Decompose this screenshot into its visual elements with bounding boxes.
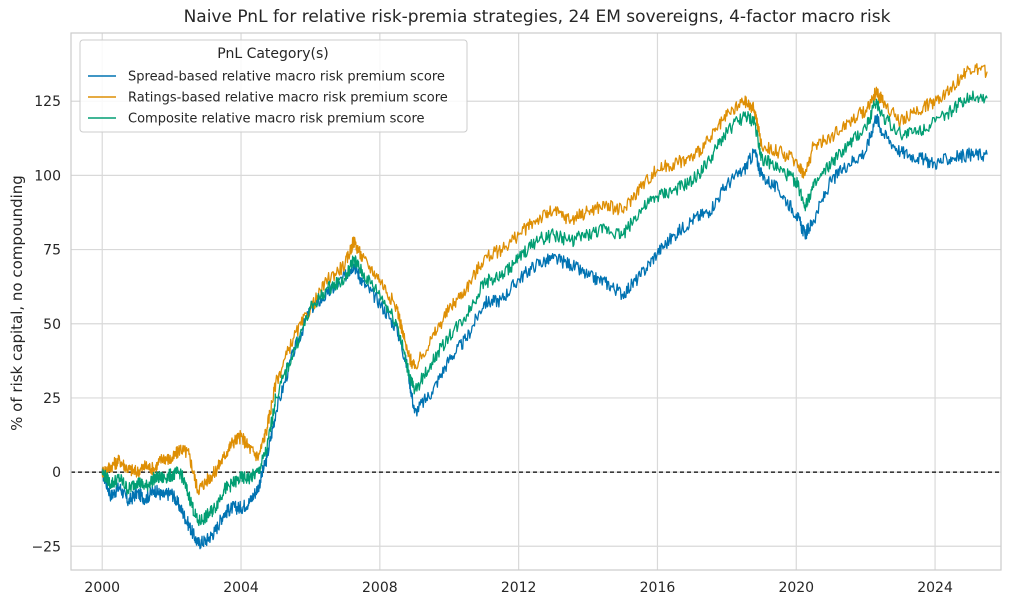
y-tick-label: 0 xyxy=(52,465,61,481)
chart-title: Naive PnL for relative risk-premia strat… xyxy=(184,7,891,27)
series-line xyxy=(101,90,988,527)
x-tick-label: 2004 xyxy=(223,580,259,596)
y-tick-label: 75 xyxy=(43,243,61,259)
y-axis-label: % of risk capital, no compounding xyxy=(8,175,26,431)
legend-items: Spread-based relative macro risk premium… xyxy=(88,70,448,127)
legend: PnL Category(s) Spread-based relative ma… xyxy=(79,39,468,133)
x-tick-label: 2008 xyxy=(362,580,398,596)
x-tick-label: 2012 xyxy=(501,580,537,596)
x-tick-label: 2024 xyxy=(917,580,953,596)
legend-entry-label: Ratings-based relative macro risk premiu… xyxy=(128,91,448,106)
legend-entry-label: Spread-based relative macro risk premium… xyxy=(128,70,445,85)
legend-box xyxy=(79,39,468,133)
x-tick-label: 2000 xyxy=(84,580,120,596)
legend-title: PnL Category(s) xyxy=(217,46,329,62)
series-line xyxy=(101,63,988,496)
x-tick-label: 2016 xyxy=(640,580,676,596)
y-tick-label: 25 xyxy=(43,391,61,407)
series-line xyxy=(101,113,988,550)
y-tick-label: 50 xyxy=(43,317,61,333)
y-tick-label: 125 xyxy=(34,94,61,110)
y-tick-label: −25 xyxy=(31,539,61,555)
series-lines xyxy=(101,63,988,550)
y-tick-label: 100 xyxy=(34,168,61,184)
tick-labels: 2000 2004 2008 2012 2016 2020 2024 −25 0 25 50 75 10… xyxy=(31,94,953,596)
plot-frame xyxy=(70,32,1002,571)
legend-entry-label: Composite relative macro risk premium sc… xyxy=(128,112,425,127)
x-tick-label: 2020 xyxy=(778,580,814,596)
